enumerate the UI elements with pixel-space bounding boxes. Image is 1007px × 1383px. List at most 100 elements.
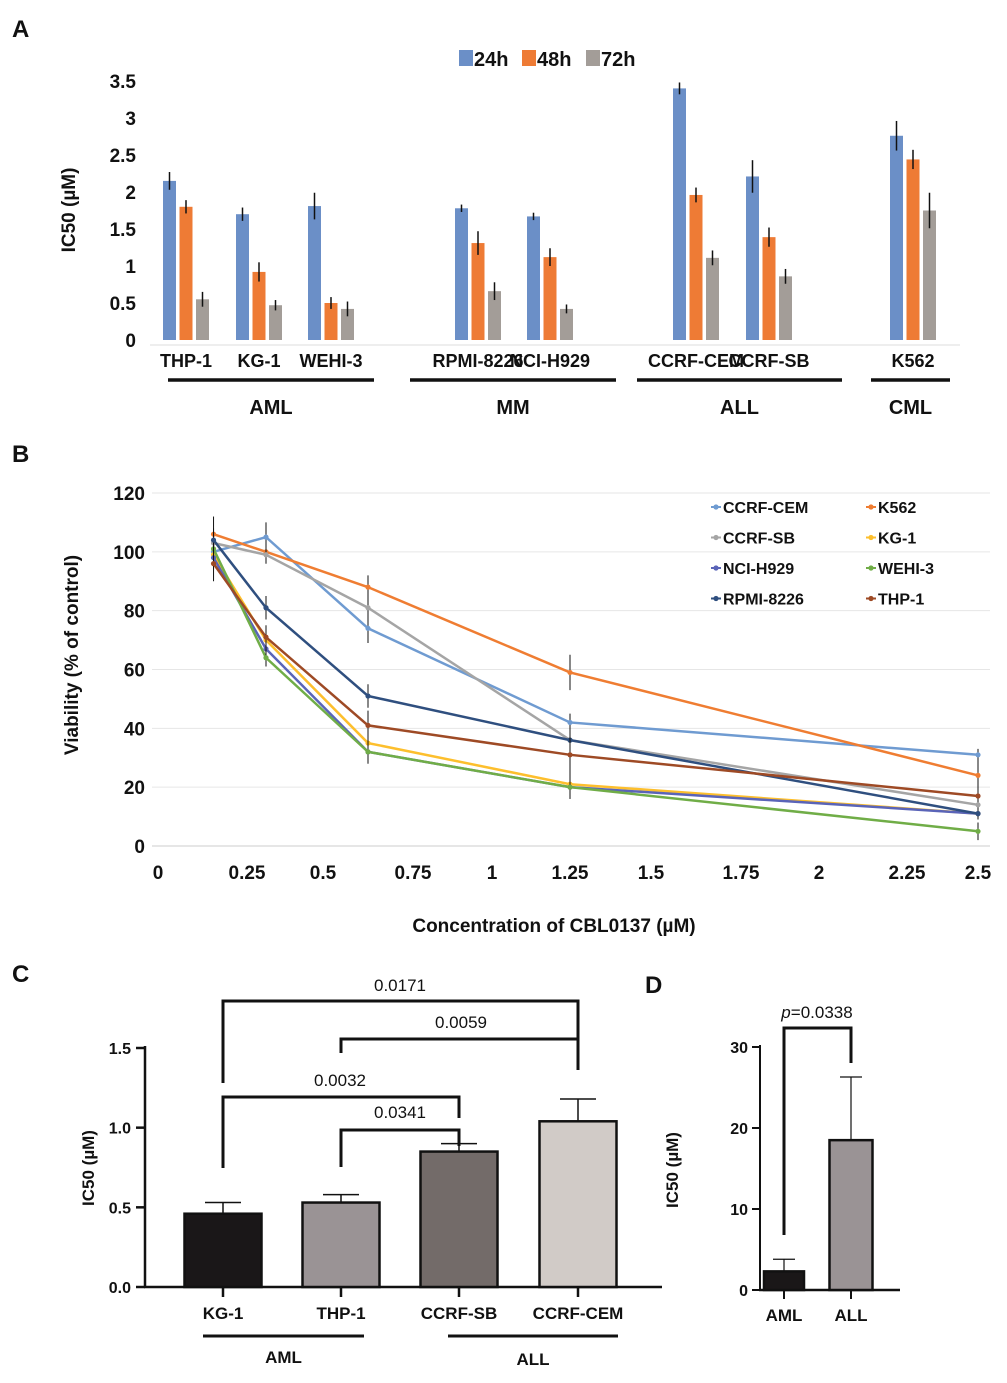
- bar-48h-K562: [906, 159, 920, 340]
- panel-label-a: A: [12, 16, 29, 43]
- bar-KG-1: [183, 1212, 263, 1289]
- legend-label: WEHI-3: [878, 561, 934, 578]
- series-line-CCRF-CEM: [213, 535, 979, 757]
- significance-bracket: [339, 1128, 461, 1167]
- x-tick-label: 0.5: [310, 863, 337, 884]
- panel-a-chart: 0 0.5 1 1.5 2 2.5 3 3.5 IC50 (µM) THP-1 KG-1 WEHI-3…: [59, 49, 960, 419]
- bar-24h-THP-1: [163, 180, 176, 340]
- category-label: ALL: [834, 1306, 867, 1325]
- data-point-RPMI-8226: [210, 537, 217, 543]
- bar-AML: [762, 1270, 806, 1292]
- y-tick-label: 30: [730, 1040, 748, 1057]
- significance-bracket: [782, 1026, 853, 1235]
- group-label: ALL: [720, 397, 759, 419]
- category-label: CCRF-SB: [729, 351, 810, 371]
- y-tick-label: 20: [124, 778, 145, 799]
- y-tick-label: 3.5: [110, 72, 137, 93]
- significance-bracket: [221, 999, 580, 1083]
- panel-d-chart: 0 10 20 30 IC50 (µM) AML ALL p=0.0338: [663, 1003, 900, 1325]
- series-line-RPMI-8226: [212, 539, 979, 815]
- data-point-RPMI-8226: [365, 693, 371, 699]
- legend-marker: [868, 534, 874, 541]
- category-label: NCI-H929: [510, 351, 590, 371]
- category-label: AML: [766, 1306, 803, 1325]
- x-tick-label: 1.25: [552, 863, 589, 884]
- group-label: AML: [265, 1348, 302, 1367]
- bar-72h-WEHI-3: [341, 308, 354, 340]
- legend-label: CCRF-SB: [723, 531, 795, 548]
- x-tick-label: 0.25: [229, 863, 266, 884]
- category-label: RPMI-8226: [432, 351, 523, 371]
- bar-ALL: [828, 1138, 874, 1292]
- bar-24h-NCI-H929: [527, 216, 540, 340]
- data-point-WEHI-3: [263, 655, 269, 661]
- y-tick-label: 0: [739, 1283, 748, 1300]
- bar-48h-WEHI-3: [324, 303, 338, 340]
- panel-b-chart: 0 20 40 60 80 100 120 0 0.25 0.5 0.75 1 1.25 1.5 1.75 2…: [62, 484, 992, 937]
- x-tick-label: 2: [814, 863, 825, 884]
- bar-72h-NCI-H929: [560, 308, 573, 340]
- significance-bracket: [221, 1095, 461, 1168]
- bar-24h-CCRF-SB: [746, 176, 759, 340]
- category-label: KG-1: [203, 1304, 244, 1323]
- data-point-CCRF-CEM: [567, 719, 573, 726]
- group-label: ALL: [516, 1350, 549, 1369]
- category-label: KG-1: [237, 351, 280, 371]
- panel-label-b: B: [12, 441, 29, 468]
- legend-label: 72h: [601, 49, 635, 71]
- y-axis-label: Viability (% of control): [62, 555, 83, 755]
- category-label: THP-1: [160, 351, 212, 371]
- series-line-K562: [213, 532, 979, 777]
- series-line-CCRF-SB: [213, 541, 979, 807]
- bar-24h-WEHI-3: [308, 206, 321, 340]
- bar-48h-CCRF-CEM: [689, 194, 703, 340]
- y-tick-label: 20: [730, 1121, 748, 1138]
- group-label: AML: [249, 397, 292, 419]
- y-axis-label: IC50 (µM): [663, 1132, 682, 1208]
- y-tick-label: 40: [124, 719, 145, 740]
- legend-marker: [868, 595, 874, 602]
- y-tick-label: 60: [124, 661, 145, 682]
- legend-swatch: [586, 50, 600, 66]
- bar-24h-KG-1: [236, 214, 249, 340]
- legend-label: 48h: [537, 49, 571, 71]
- data-point-RPMI-8226: [263, 605, 269, 611]
- panel-label-c: C: [12, 961, 29, 988]
- data-point-CCRF-CEM: [365, 625, 371, 631]
- data-point-WEHI-3: [975, 828, 981, 834]
- y-tick-label: 0.5: [110, 294, 137, 315]
- legend-swatch: [522, 50, 536, 66]
- bar-48h-RPMI-8226: [471, 243, 485, 340]
- significance-bracket: [339, 1037, 578, 1053]
- y-tick-label: 1: [125, 257, 136, 278]
- bar-72h-CCRF-SB: [779, 276, 792, 340]
- data-point-THP-1: [263, 634, 269, 640]
- x-tick-label: 1.75: [723, 863, 760, 884]
- y-tick-label: 0.5: [109, 1200, 131, 1217]
- y-tick-label: 1.0: [109, 1121, 131, 1138]
- category-label: CCRF-CEM: [533, 1304, 624, 1323]
- category-label: WEHI-3: [300, 351, 363, 371]
- legend-label: RPMI-8226: [723, 592, 804, 609]
- series-line-NCI-H929: [212, 557, 979, 815]
- p-symbol: p: [780, 1003, 790, 1022]
- p-value: =0.0338: [791, 1003, 853, 1022]
- legend-swatch: [459, 50, 473, 66]
- data-point-CCRF-CEM: [975, 752, 981, 758]
- legend-label: CCRF-CEM: [723, 500, 808, 517]
- y-tick-label: 1.5: [110, 220, 137, 241]
- category-label: K562: [891, 351, 934, 371]
- data-point-CCRF-SB: [263, 552, 269, 558]
- y-tick-label: 120: [113, 484, 145, 505]
- y-tick-label: 10: [730, 1202, 748, 1219]
- data-point-CCRF-SB: [975, 802, 981, 808]
- y-tick-label: 100: [113, 543, 145, 564]
- data-point-THP-1: [567, 752, 573, 758]
- x-tick-label: 1: [487, 863, 498, 884]
- bar-24h-RPMI-8226: [455, 208, 468, 340]
- category-label: CCRF-CEM: [648, 351, 744, 371]
- y-tick-label: 80: [124, 602, 145, 623]
- bar-72h-KG-1: [269, 305, 282, 340]
- category-label: CCRF-SB: [421, 1304, 498, 1323]
